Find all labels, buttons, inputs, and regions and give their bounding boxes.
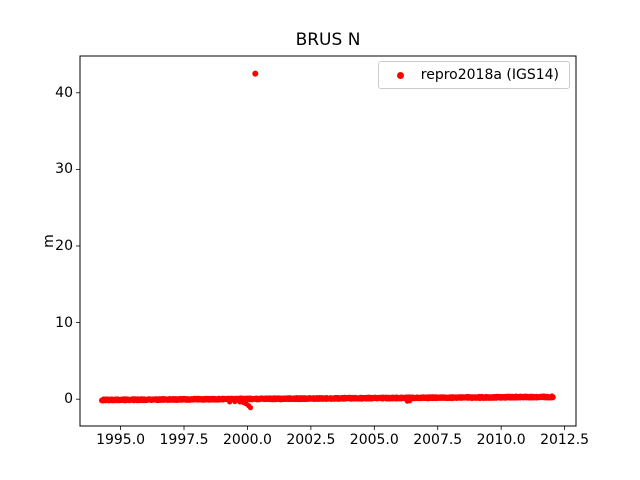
x-tick-label: 2010.0: [476, 432, 526, 448]
data-point: [227, 399, 233, 405]
x-tick-label: 2005.0: [349, 432, 399, 448]
y-tick-label: 0: [64, 391, 73, 407]
data-point: [232, 398, 238, 405]
x-tick-label: 2012.5: [540, 432, 590, 448]
data-point: [247, 405, 254, 411]
x-tick-label: 2007.5: [413, 432, 463, 448]
y-tick-label: 20: [55, 238, 73, 254]
chart-title: BRUS N: [295, 30, 361, 50]
x-tick-label: 2000.0: [222, 432, 272, 448]
data-point: [550, 394, 556, 400]
data-point: [407, 398, 413, 404]
x-tick-label: 2002.5: [286, 432, 336, 448]
legend-entry-label: repro2018a (IGS14): [420, 67, 559, 83]
y-tick-label: 30: [55, 161, 73, 177]
legend-series-dot-icon: [397, 71, 405, 79]
x-tick-label: 1995.0: [96, 432, 146, 448]
x-tick-label: 1997.5: [159, 432, 209, 448]
data-point: [252, 70, 259, 77]
legend: repro2018a (IGS14): [378, 61, 570, 89]
y-tick-label: 10: [55, 315, 73, 331]
y-tick-label: 40: [55, 85, 73, 101]
axes-frame: [79, 55, 577, 427]
legend-marker: [389, 71, 413, 79]
